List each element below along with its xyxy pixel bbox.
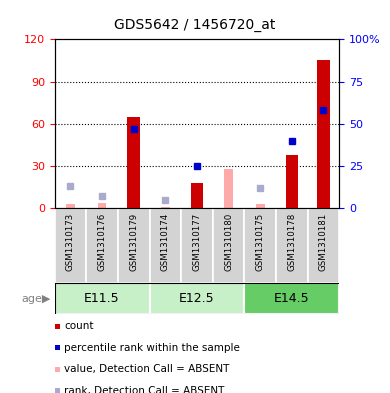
Bar [256, 204, 265, 208]
Bar [191, 183, 203, 208]
Bar [213, 208, 245, 283]
Text: GDS5642 / 1456720_at: GDS5642 / 1456720_at [114, 18, 276, 32]
Bar [128, 117, 140, 208]
Text: GSM1310175: GSM1310175 [256, 213, 265, 271]
Bar [66, 204, 75, 208]
Text: rank, Detection Call = ABSENT: rank, Detection Call = ABSENT [64, 386, 225, 393]
Bar [276, 208, 308, 283]
Bar [55, 283, 149, 314]
Bar [245, 208, 276, 283]
Text: GSM1310174: GSM1310174 [161, 213, 170, 271]
Text: percentile rank within the sample: percentile rank within the sample [64, 343, 240, 353]
Text: E11.5: E11.5 [84, 292, 120, 305]
Text: GSM1310180: GSM1310180 [224, 213, 233, 271]
Text: GSM1310176: GSM1310176 [98, 213, 106, 271]
Text: GSM1310179: GSM1310179 [129, 213, 138, 271]
Text: E12.5: E12.5 [179, 292, 215, 305]
Bar [181, 208, 213, 283]
Text: GSM1310173: GSM1310173 [66, 213, 75, 271]
Text: age▶: age▶ [21, 294, 51, 304]
Bar [149, 283, 245, 314]
Text: GSM1310181: GSM1310181 [319, 213, 328, 271]
Bar [98, 203, 106, 208]
Bar [308, 208, 339, 283]
Bar [118, 208, 149, 283]
Text: count: count [64, 321, 94, 331]
Bar [317, 61, 330, 208]
Bar [245, 283, 339, 314]
Bar [55, 208, 86, 283]
Text: E14.5: E14.5 [274, 292, 310, 305]
Bar [285, 155, 298, 208]
Text: GSM1310177: GSM1310177 [192, 213, 202, 271]
Bar [149, 208, 181, 283]
Bar [161, 207, 170, 208]
Text: value, Detection Call = ABSENT: value, Detection Call = ABSENT [64, 364, 230, 375]
Text: GSM1310178: GSM1310178 [287, 213, 296, 271]
Bar [224, 169, 233, 208]
Bar [86, 208, 118, 283]
